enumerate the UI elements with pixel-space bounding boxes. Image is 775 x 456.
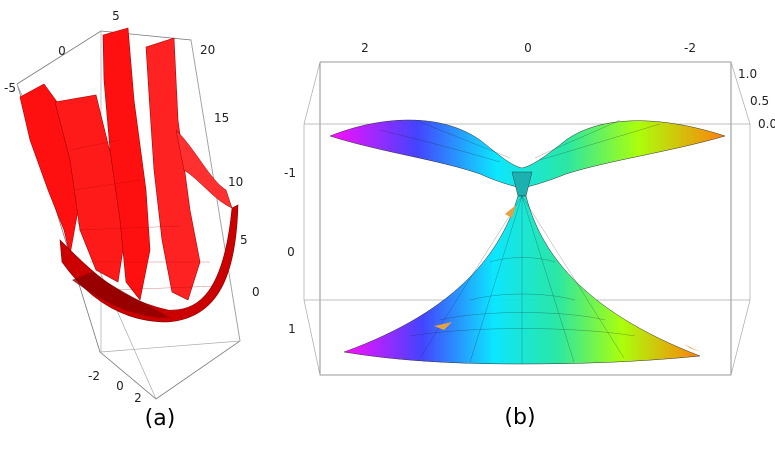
panel-a-caption: (a)	[145, 406, 176, 431]
panel-b: 2 0 -2 1.0 0.5 0.0 -1 0 1 (b)	[284, 41, 775, 430]
tick-label: 10	[228, 175, 243, 189]
tick-label: 0	[252, 285, 260, 299]
panel-b-ticks-left: -1 0 1	[284, 166, 296, 336]
tick-label: 0.0	[758, 117, 775, 131]
panel-b-ticks-right: 1.0 0.5 0.0	[738, 67, 775, 131]
tick-label: -2	[88, 369, 100, 383]
tick-label: 0	[524, 41, 532, 55]
tick-label: 0	[116, 379, 124, 393]
tick-label: 0	[58, 44, 66, 58]
panel-a-surface	[19, 27, 239, 323]
panel-a-ticks-top: 0 5 -5	[4, 9, 120, 95]
tick-label: -2	[684, 41, 696, 55]
tick-label: 20	[200, 43, 215, 57]
tick-label: 5	[240, 233, 248, 247]
tick-label: 2	[134, 391, 142, 405]
tick-label: 1.0	[738, 67, 757, 81]
tick-label: 0	[287, 245, 295, 259]
tick-label: 15	[214, 111, 229, 125]
panel-a-ticks-z: 20 15 10 5 0	[200, 43, 260, 299]
panel-b-ticks-top: 2 0 -2	[361, 41, 696, 55]
panel-b-caption: (b)	[504, 405, 535, 430]
panel-a: 0 5 -5 20 15 10 5 0 -2 0 2 (a)	[4, 9, 260, 431]
tick-label: 2	[361, 41, 369, 55]
panel-b-surface	[329, 119, 726, 365]
tick-label: 1	[288, 322, 296, 336]
tick-label: -1	[284, 166, 296, 180]
tick-label: 5	[112, 9, 120, 23]
tick-label: -5	[4, 81, 16, 95]
panel-a-ticks-bottom: -2 0 2	[88, 369, 142, 405]
tick-label: 0.5	[750, 94, 769, 108]
